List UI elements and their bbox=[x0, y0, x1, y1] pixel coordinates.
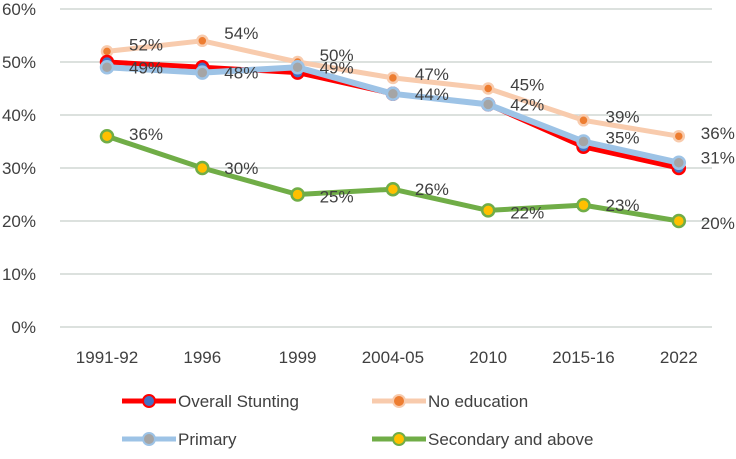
data-label-no-education: 45% bbox=[510, 76, 544, 95]
data-label-secondary-and-above: 20% bbox=[701, 214, 735, 233]
x-axis-ticks: 1991-92 1996 1999 2004-05 2010 2015-16 2022 bbox=[76, 348, 698, 367]
data-labels: 52% 54% 50% 47% 45% 39% 36% 49% 48% 49% 44% 42% 35% 3… bbox=[129, 24, 735, 233]
data-point-secondary-and-above bbox=[671, 213, 687, 229]
data-label-secondary-and-above: 23% bbox=[606, 196, 640, 215]
y-tick-label: 30% bbox=[2, 159, 36, 178]
data-label-primary: 42% bbox=[510, 95, 544, 114]
y-axis-ticks: 0% 10% 20% 30% 40% 50% 60% bbox=[2, 0, 36, 337]
y-tick-label: 50% bbox=[2, 53, 36, 72]
data-label-no-education: 52% bbox=[129, 35, 163, 54]
data-label-secondary-and-above: 26% bbox=[415, 180, 449, 199]
x-tick-label: 2022 bbox=[660, 348, 698, 367]
legend-item-secondary-and-above: Secondary and above bbox=[372, 430, 593, 449]
legend-item-overall-stunting: Overall Stunting bbox=[122, 392, 299, 411]
data-point-secondary-and-above bbox=[385, 181, 401, 197]
series-primary bbox=[99, 60, 687, 170]
data-label-no-education: 47% bbox=[415, 65, 449, 84]
data-label-no-education: 54% bbox=[224, 24, 258, 43]
data-point-primary bbox=[480, 97, 496, 112]
legend-label-no-education: No education bbox=[428, 392, 528, 411]
series-secondary-and-above bbox=[99, 128, 687, 229]
data-point-no-education bbox=[672, 129, 686, 143]
data-label-primary: 31% bbox=[701, 149, 735, 168]
legend-label-primary: Primary bbox=[178, 430, 237, 449]
data-label-no-education: 50% bbox=[320, 46, 354, 65]
data-label-no-education: 36% bbox=[701, 124, 735, 143]
data-label-primary: 48% bbox=[224, 64, 258, 83]
y-tick-label: 10% bbox=[2, 265, 36, 284]
legend-marker-secondary-and-above bbox=[392, 432, 406, 446]
data-label-secondary-and-above: 36% bbox=[129, 125, 163, 144]
series-group bbox=[99, 34, 687, 229]
data-label-secondary-and-above: 25% bbox=[320, 188, 354, 207]
legend: Overall Stunting No education Primary Secon… bbox=[122, 392, 593, 449]
data-label-primary: 49% bbox=[129, 58, 163, 77]
y-tick-label: 0% bbox=[11, 318, 36, 337]
data-point-primary bbox=[195, 65, 210, 80]
data-label-secondary-and-above: 30% bbox=[224, 159, 258, 178]
legend-item-primary: Primary bbox=[122, 430, 237, 449]
y-tick-label: 20% bbox=[2, 212, 36, 231]
data-label-secondary-and-above: 22% bbox=[510, 203, 544, 222]
data-point-secondary-and-above bbox=[290, 187, 305, 202]
data-point-secondary-and-above bbox=[99, 128, 115, 144]
data-point-primary bbox=[290, 60, 305, 75]
data-point-primary bbox=[576, 134, 591, 149]
gridlines bbox=[60, 8, 712, 328]
data-label-no-education: 39% bbox=[606, 107, 640, 126]
data-point-no-education bbox=[481, 82, 495, 95]
x-tick-label: 2004-05 bbox=[362, 348, 424, 367]
x-tick-label: 1996 bbox=[183, 348, 221, 367]
data-label-primary: 35% bbox=[606, 129, 640, 148]
legend-marker-primary bbox=[142, 432, 156, 446]
x-tick-label: 1991-92 bbox=[76, 348, 138, 367]
y-tick-label: 40% bbox=[2, 106, 36, 125]
y-tick-label: 60% bbox=[2, 0, 36, 19]
data-point-primary bbox=[385, 86, 401, 102]
data-point-secondary-and-above bbox=[480, 203, 496, 218]
legend-item-no-education: No education bbox=[372, 392, 528, 411]
data-point-no-education bbox=[386, 71, 400, 85]
data-point-no-education bbox=[577, 114, 590, 127]
x-tick-label: 1999 bbox=[279, 348, 317, 367]
legend-label-secondary-and-above: Secondary and above bbox=[428, 430, 593, 449]
data-point-secondary-and-above bbox=[576, 197, 591, 213]
legend-marker-no-education bbox=[392, 394, 406, 408]
legend-label-overall-stunting: Overall Stunting bbox=[178, 392, 299, 411]
data-point-no-education bbox=[196, 34, 209, 48]
data-point-primary bbox=[99, 60, 115, 75]
x-tick-label: 2015-16 bbox=[552, 348, 614, 367]
legend-marker-overall-stunting bbox=[142, 394, 156, 408]
data-point-secondary-and-above bbox=[195, 160, 210, 176]
data-point-primary bbox=[671, 155, 687, 170]
data-label-primary: 44% bbox=[415, 85, 449, 104]
data-label-primary: 49% bbox=[320, 58, 354, 77]
x-tick-label: 2010 bbox=[469, 348, 507, 367]
